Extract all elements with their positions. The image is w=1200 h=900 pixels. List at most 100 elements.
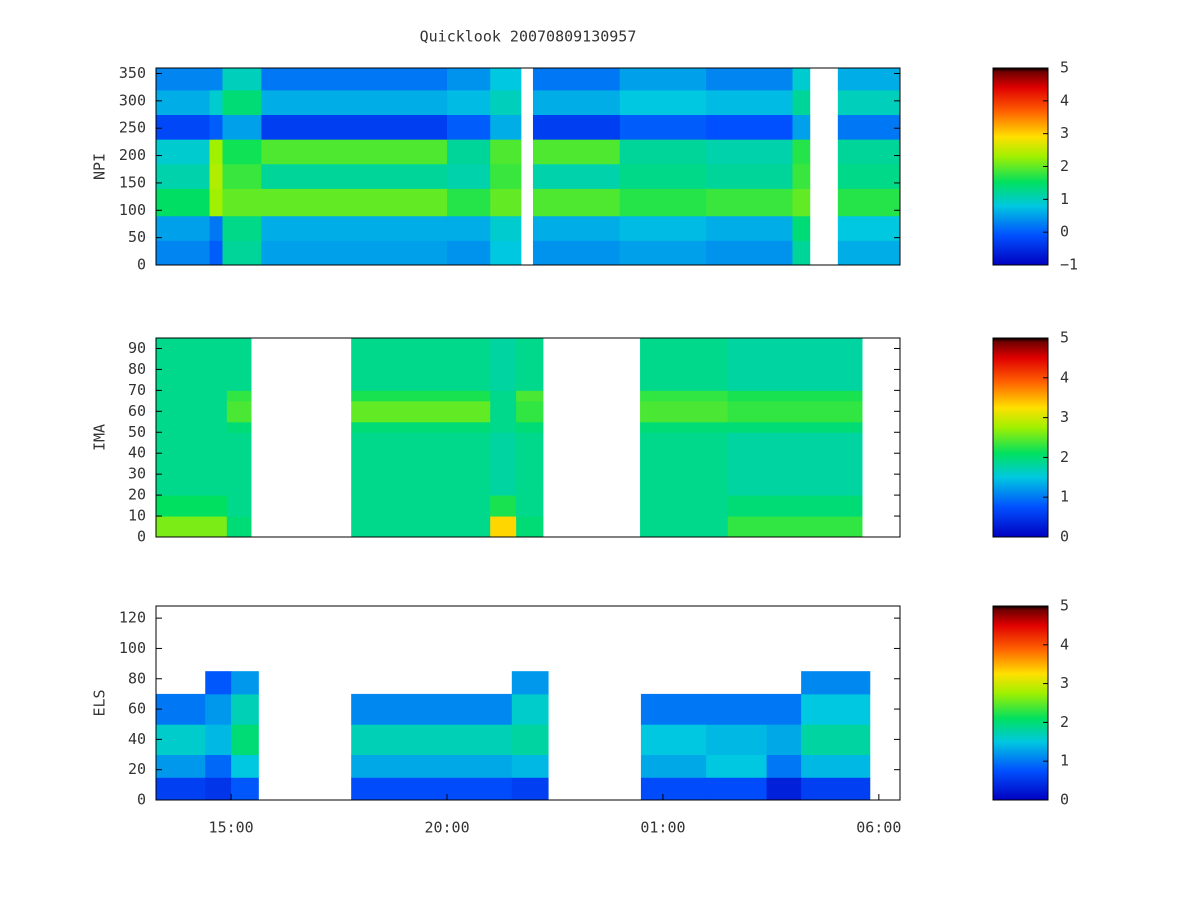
- heatmap-cell: [231, 724, 259, 756]
- heatmap-cell: [766, 693, 802, 725]
- heatmap-cell: [209, 89, 223, 116]
- heatmap-cell: [837, 188, 901, 217]
- heatmap-cell: [619, 240, 707, 266]
- heatmap-cell: [619, 114, 707, 140]
- colorbar-tick-label: 3: [1060, 674, 1069, 692]
- colorbar-tick-label: 0: [1060, 528, 1069, 546]
- heatmap-cell: [792, 215, 811, 241]
- heatmap-cell: [766, 724, 802, 756]
- colorbar-tick-label: 3: [1060, 408, 1069, 426]
- heatmap-cell: [792, 68, 811, 91]
- heatmap-cell: [231, 671, 259, 695]
- heatmap-cell: [447, 188, 491, 217]
- y-tick-label: 80: [128, 360, 146, 378]
- colorbar: [992, 67, 1049, 266]
- colorbar-tick-label: 4: [1060, 91, 1069, 109]
- heatmap-cell: [490, 188, 522, 217]
- x-tick-label: 20:00: [424, 819, 469, 837]
- heatmap-cell: [222, 163, 262, 189]
- colorbar-tick-label: 1: [1060, 752, 1069, 770]
- heatmap-cell: [205, 754, 232, 778]
- heatmap-cell: [619, 163, 707, 189]
- heatmap-cell: [351, 516, 491, 538]
- heatmap-cell: [156, 338, 228, 391]
- heatmap-cell: [231, 777, 259, 801]
- heatmap-cell: [490, 516, 517, 538]
- heatmap-cell: [792, 114, 811, 140]
- heatmap-cell: [156, 188, 211, 217]
- chart-title: Quicklook 20070809130957: [420, 28, 637, 46]
- heatmap-cell: [447, 240, 491, 266]
- heatmap-cell: [231, 754, 259, 778]
- heatmap-cell: [532, 114, 621, 140]
- heatmap-cell: [511, 754, 549, 778]
- colorbar-tick-label: 5: [1060, 329, 1069, 347]
- y-tick-label: 150: [119, 173, 146, 191]
- heatmap-cell: [156, 754, 206, 778]
- heatmap-cell: [516, 516, 544, 538]
- heatmap-cell: [792, 139, 811, 165]
- y-tick-label: 0: [137, 256, 146, 274]
- heatmap-cell: [156, 89, 211, 116]
- heatmap-cell: [516, 400, 544, 423]
- heatmap-cell: [706, 68, 793, 91]
- heatmap-cell: [351, 338, 491, 391]
- heatmap-cell: [490, 400, 517, 423]
- heatmap-cell: [801, 693, 871, 725]
- heatmap-cell: [222, 139, 262, 165]
- heatmap-cell: [801, 724, 871, 756]
- heatmap-cell: [619, 89, 707, 116]
- heatmap-cell: [727, 400, 863, 423]
- heatmap-cell: [209, 215, 223, 241]
- heatmap-cell: [209, 163, 223, 189]
- heatmap-cell: [640, 390, 729, 402]
- heatmap-cell: [801, 777, 871, 801]
- heatmap-cell: [490, 338, 517, 391]
- y-tick-label: 40: [128, 444, 146, 462]
- heatmap-cell: [156, 693, 206, 725]
- heatmap-cell: [205, 671, 232, 695]
- heatmap-cell: [706, 89, 793, 116]
- y-tick-label: 300: [119, 91, 146, 109]
- heatmap-cell: [490, 240, 522, 266]
- heatmap-cell: [837, 89, 901, 116]
- heatmap-cell: [516, 390, 544, 402]
- heatmap-cell: [156, 139, 211, 165]
- heatmap-cell: [209, 68, 223, 91]
- heatmap-cell: [792, 240, 811, 266]
- heatmap-cell: [226, 495, 252, 517]
- heatmap-cell: [226, 421, 252, 433]
- heatmap-cell: [490, 390, 517, 402]
- heatmap-cell: [226, 516, 252, 538]
- heatmap-cell: [261, 114, 448, 140]
- heatmap-cell: [727, 516, 863, 538]
- heatmap-cell: [727, 421, 863, 433]
- x-tick-label: 15:00: [209, 819, 254, 837]
- heatmap-cell: [706, 114, 793, 140]
- y-tick-label: 60: [128, 700, 146, 718]
- heatmap-cell: [447, 89, 491, 116]
- colorbar-tick-label: 1: [1060, 190, 1069, 208]
- heatmap-cell: [516, 432, 544, 496]
- heatmap-cell: [261, 240, 448, 266]
- y-tick-label: 0: [137, 791, 146, 809]
- heatmap-cell: [640, 432, 729, 496]
- colorbar-tick-label: −1: [1060, 256, 1078, 274]
- heatmap-cell: [156, 495, 228, 517]
- heatmap-cell: [156, 777, 206, 801]
- heatmap-cell: [447, 163, 491, 189]
- heatmap-cell: [261, 215, 448, 241]
- plot-frame: [155, 605, 901, 801]
- heatmap-cell: [619, 215, 707, 241]
- heatmap-cell: [706, 163, 793, 189]
- heatmap-cell: [226, 338, 252, 391]
- y-tick-label: 120: [119, 609, 146, 627]
- heatmap-cell: [532, 240, 621, 266]
- heatmap-cell: [837, 68, 901, 91]
- heatmap-cell: [837, 215, 901, 241]
- heatmap-cell: [706, 777, 768, 801]
- heatmap-cell: [205, 724, 232, 756]
- heatmap-cell: [447, 68, 491, 91]
- heatmap-cell: [261, 89, 448, 116]
